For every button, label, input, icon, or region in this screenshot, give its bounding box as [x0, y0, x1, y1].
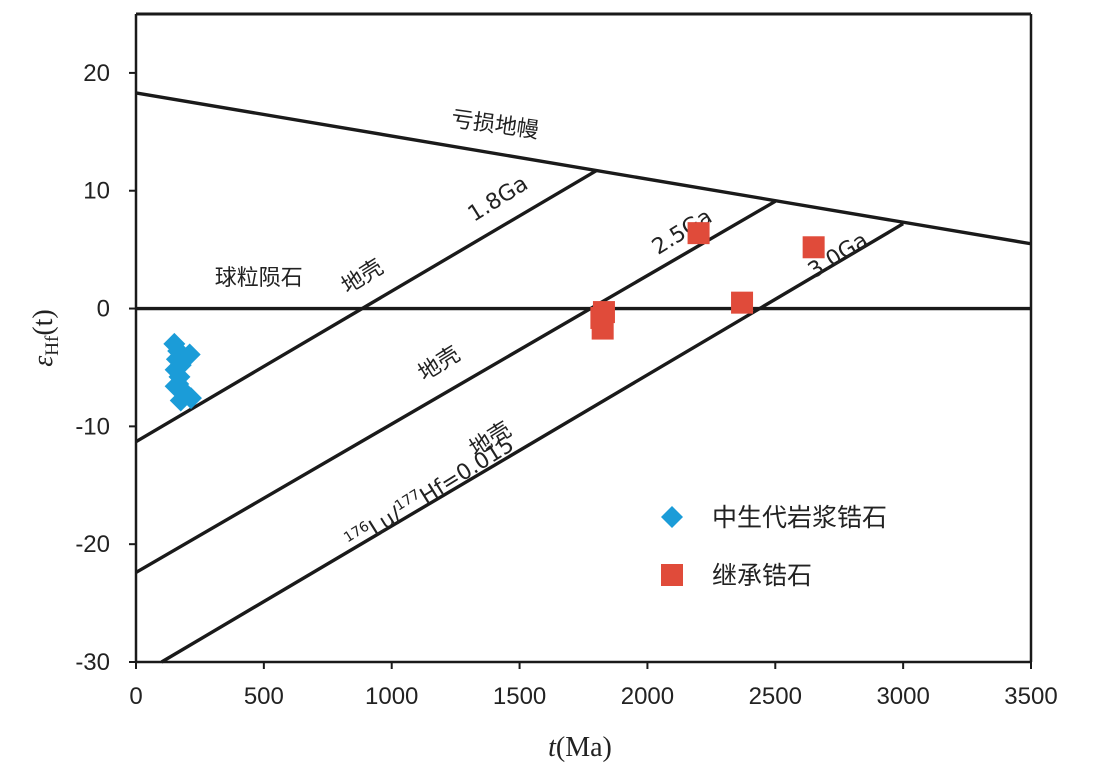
- x-axis-var: t: [548, 732, 557, 763]
- x-axis-title: t(Ma): [548, 732, 612, 763]
- y-axis-var: ε: [28, 356, 59, 367]
- y-tick-label: 0: [97, 296, 110, 323]
- x-tick-label: 1000: [365, 683, 418, 710]
- x-tick-label: 2000: [621, 683, 674, 710]
- y-tick-label: -20: [75, 531, 110, 558]
- y-axis-arg: (t): [28, 309, 59, 335]
- crust-3-0ga-line: [160, 222, 905, 664]
- crust-label-1: 地壳: [337, 255, 388, 300]
- legend-label: 中生代岩浆锆石: [712, 503, 887, 532]
- inherited-zircon-point: [802, 236, 825, 259]
- magmatic-zircon-point: [169, 389, 192, 412]
- inherited-zircon-point: [591, 317, 614, 340]
- axis-ticks: 0 500 1000 1500 2000 2500 3000 3500 -30 -20 -10 0 10…: [75, 60, 1057, 710]
- reference-lines: [135, 91, 1032, 664]
- crust-1-8ga-line: [135, 169, 598, 444]
- ga18-label: 1.8Ga: [464, 171, 533, 227]
- x-tick-label: 3000: [876, 683, 929, 710]
- lu-hf-ratio-label: 176Lu/177Hf=0.015: [341, 431, 518, 556]
- depleted-mantle-label: 亏损地幔: [450, 107, 541, 144]
- data-points: [163, 222, 825, 412]
- x-tick-label: 2500: [749, 683, 802, 710]
- x-tick-label: 500: [244, 683, 284, 710]
- y-tick-label: -30: [75, 649, 110, 676]
- y-tick-label: 10: [83, 178, 110, 205]
- legend-marker-magmatic: [661, 506, 683, 528]
- x-tick-label: 3500: [1004, 683, 1057, 710]
- legend-label: 继承锆石: [712, 561, 812, 590]
- depleted-mantle-line: [135, 91, 1032, 246]
- crust-2-5ga-line: [135, 199, 777, 574]
- plot-frame: [134, 12, 1033, 664]
- y-axis-sub: Hf: [42, 335, 63, 356]
- x-axis-unit: (Ma): [556, 732, 612, 763]
- y-axis-title: εHf(t): [28, 309, 63, 367]
- crust-label-2: 地壳: [414, 342, 465, 387]
- x-tick-label: 0: [129, 683, 142, 710]
- legend-marker-inherited: [661, 564, 683, 586]
- inherited-zircon-point: [687, 222, 710, 245]
- chondrite-label: 球粒陨石: [215, 266, 303, 291]
- inherited-zircon-point: [731, 291, 754, 314]
- y-tick-label: 20: [83, 60, 110, 87]
- x-tick-label: 1500: [493, 683, 546, 710]
- y-tick-label: -10: [75, 413, 110, 440]
